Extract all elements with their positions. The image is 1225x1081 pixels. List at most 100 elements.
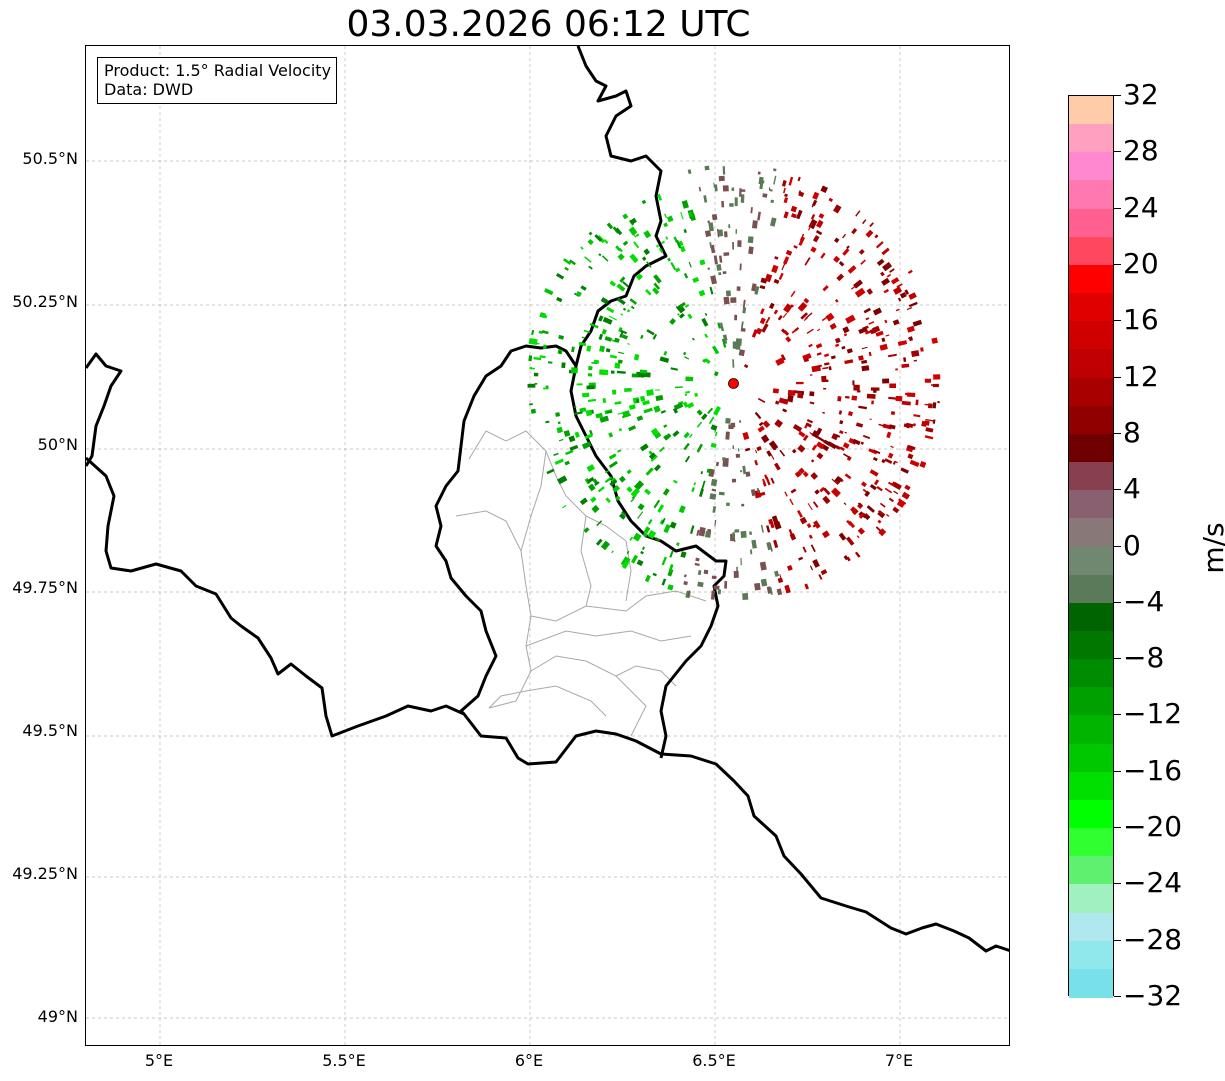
radar-echo-pixel <box>893 286 903 295</box>
radar-echo-pixel <box>586 476 595 484</box>
radar-echo-pixel <box>608 315 617 321</box>
radar-echo-pixel <box>796 209 803 220</box>
radar-echo-pixel <box>660 357 666 363</box>
radar-echo-pixel <box>611 389 617 395</box>
radar-echo-pixel <box>584 433 593 440</box>
radar-echo-pixel <box>580 285 587 291</box>
radar-echo-pixel <box>783 211 789 219</box>
radar-echo-pixel <box>685 390 691 394</box>
radar-echo-pixel <box>828 366 832 371</box>
radar-echo-pixel <box>743 364 749 369</box>
radar-echo-pixel <box>742 465 747 475</box>
radar-echo-pixel <box>827 441 837 450</box>
colorbar-tick-label: −28 <box>1123 922 1183 956</box>
radar-echo-pixel <box>754 285 760 295</box>
radar-echo-pixel <box>895 308 900 312</box>
radar-echo-pixel <box>615 245 622 252</box>
radar-echo-pixel <box>614 337 620 343</box>
radar-echo-pixel <box>629 298 638 305</box>
radar-echo-pixel <box>912 423 916 427</box>
radar-echo-pixel <box>895 368 898 371</box>
colorbar-tick-mark <box>1114 996 1121 997</box>
radar-echo-pixel <box>675 240 682 249</box>
radar-echo-pixel <box>858 249 865 255</box>
lat-tick-label: 49.25°N <box>12 864 78 884</box>
radar-echo-pixel <box>643 401 647 406</box>
radar-echo-pixel <box>538 330 543 335</box>
radar-echo-pixel <box>609 280 616 287</box>
radar-echo-pixel <box>838 261 845 267</box>
radar-echo-pixel <box>722 166 726 175</box>
radar-echo-pixel <box>618 351 624 355</box>
radar-echo-pixel <box>614 401 622 405</box>
radar-echo-pixel <box>766 525 771 533</box>
radar-echo-pixel <box>796 509 803 518</box>
radar-echo-pixel <box>871 400 874 405</box>
radar-echo-pixel <box>740 558 742 566</box>
radar-echo-pixel <box>773 278 780 284</box>
radar-echo-pixel <box>601 328 607 335</box>
radar-echo-pixel <box>830 355 836 360</box>
radar-echo-pixel <box>809 391 815 397</box>
radar-site-marker[interactable] <box>728 378 739 389</box>
radar-echo-pixel <box>558 350 562 354</box>
radar-echo-pixel <box>906 325 915 333</box>
colorbar-tick-label: 12 <box>1123 359 1159 393</box>
radar-echo-pixel <box>533 372 539 377</box>
radar-echo-pixel <box>797 393 804 399</box>
lat-tick-label: 50.25°N <box>12 292 78 312</box>
radar-echo-pixel <box>556 296 563 303</box>
radar-echo-pixel <box>637 511 644 519</box>
radar-echo-pixel <box>723 252 730 256</box>
radar-echo-pixel <box>619 276 626 283</box>
colorbar-segment <box>1069 321 1113 350</box>
radar-echo-pixel <box>530 408 536 414</box>
radar-echo-pixel <box>617 359 623 364</box>
radar-echo-pixel <box>821 375 827 382</box>
radar-echo-pixel <box>633 241 640 249</box>
radar-echo-pixel <box>807 503 813 511</box>
radar-echo-pixel <box>892 319 900 326</box>
map-canvas <box>86 46 1009 1045</box>
radar-echo-pixel <box>847 265 857 274</box>
radar-echo-pixel <box>616 370 626 374</box>
radar-echo-pixel <box>716 263 722 271</box>
radar-echo-pixel <box>713 585 720 590</box>
radar-echo-pixel <box>644 488 651 496</box>
radar-echo-pixel <box>656 244 660 248</box>
radar-echo-pixel <box>710 424 718 431</box>
radar-echo-pixel <box>843 453 850 459</box>
colorbar-tick-label: −4 <box>1123 584 1165 618</box>
radar-echo-pixel <box>818 364 822 368</box>
radar-echo-pixel <box>680 551 687 558</box>
radar-echo-pixel <box>691 337 695 341</box>
radar-echo-pixel <box>760 578 768 587</box>
map-frame[interactable] <box>85 45 1010 1046</box>
radar-echo-pixel <box>616 297 626 306</box>
lon-tick-label: 6°E <box>514 1051 544 1070</box>
radar-echo-pixel <box>608 453 617 460</box>
radar-echo-pixel <box>757 171 761 175</box>
radar-echo-pixel <box>769 217 777 227</box>
radar-echo-pixel <box>740 530 747 538</box>
radar-echo-pixel <box>924 420 930 426</box>
radar-echo-pixel <box>696 443 703 453</box>
radar-echo-pixel <box>924 435 934 440</box>
radar-echo-pixel <box>846 245 850 250</box>
colorbar-segment <box>1069 574 1113 604</box>
radar-echo-pixel <box>589 323 599 329</box>
radar-echo-pixel <box>697 569 702 576</box>
radar-echo-pixel <box>933 374 941 380</box>
radar-echo-pixel <box>816 441 825 450</box>
radar-echo-pixel <box>862 219 867 225</box>
radar-echo-pixel <box>546 468 555 475</box>
radar-echo-pixel <box>780 354 786 361</box>
radar-echo-pixel <box>691 487 695 492</box>
radar-echo-pixel <box>749 549 753 555</box>
radar-echo-pixel <box>588 483 596 492</box>
radar-echo-pixel <box>783 330 790 336</box>
colorbar-segment <box>1069 518 1113 547</box>
radar-echo-pixel <box>802 353 812 361</box>
radar-echo-pixel <box>838 410 843 415</box>
radar-echo-pixel <box>721 200 725 208</box>
